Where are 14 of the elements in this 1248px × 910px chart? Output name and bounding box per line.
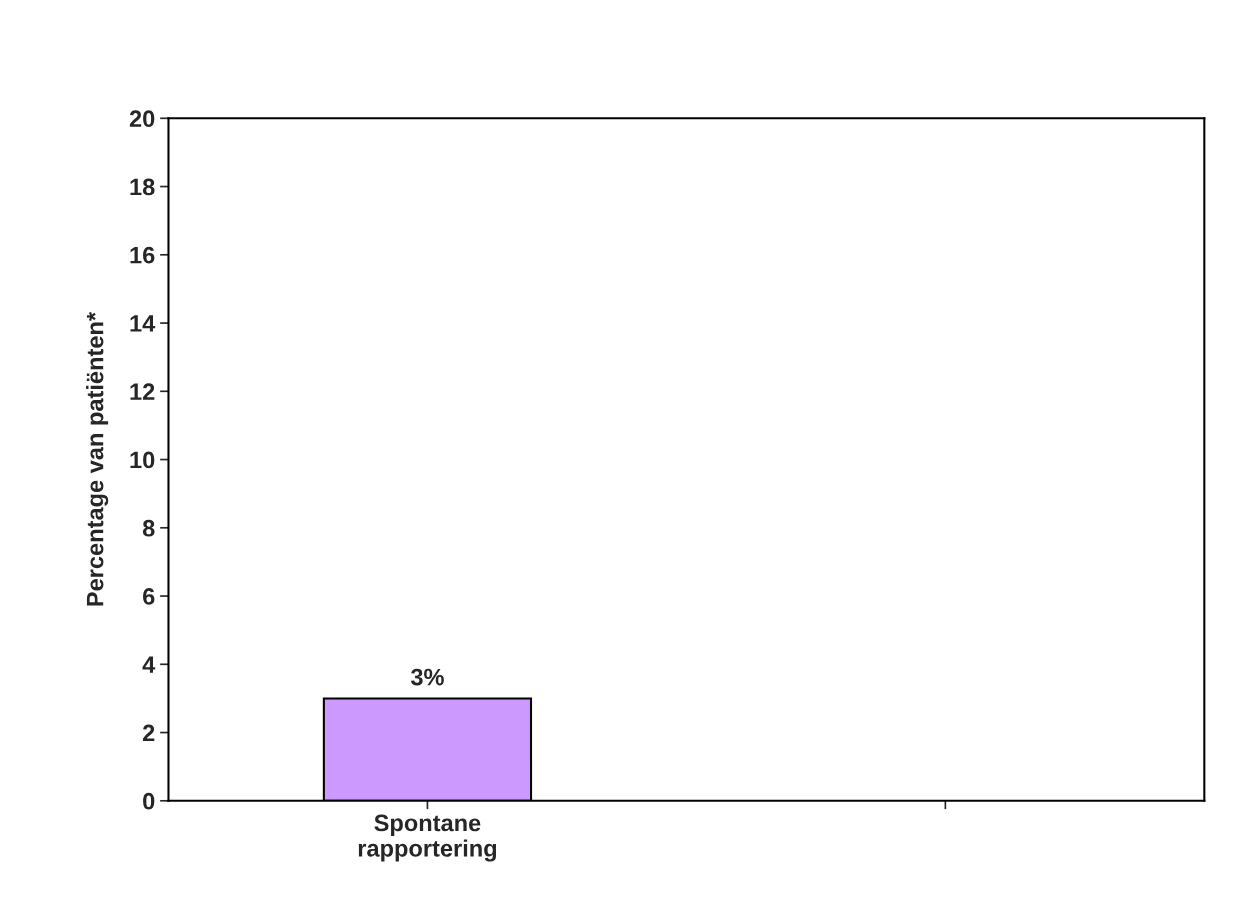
y-axis-title: Percentage van patiënten* bbox=[86, 311, 109, 606]
data-label: 3% bbox=[410, 668, 444, 686]
y-tick-label: 4 bbox=[142, 656, 156, 673]
y-tick-label: 6 bbox=[143, 588, 155, 605]
y-tick-label: 10 bbox=[130, 451, 155, 469]
y-tick-label: 0 bbox=[143, 792, 155, 810]
y-tick-label: 2 bbox=[142, 724, 155, 742]
y-tick-label: 16 bbox=[130, 246, 155, 264]
y-tick-label: 14 bbox=[130, 315, 156, 332]
y-tick-label: 18 bbox=[130, 178, 155, 196]
y-tick-label: 8 bbox=[142, 519, 155, 537]
y-tick-label: 12 bbox=[130, 383, 155, 400]
y-tick-label: 20 bbox=[129, 110, 155, 128]
x-tick-label: Spontane rapportering bbox=[358, 814, 497, 862]
